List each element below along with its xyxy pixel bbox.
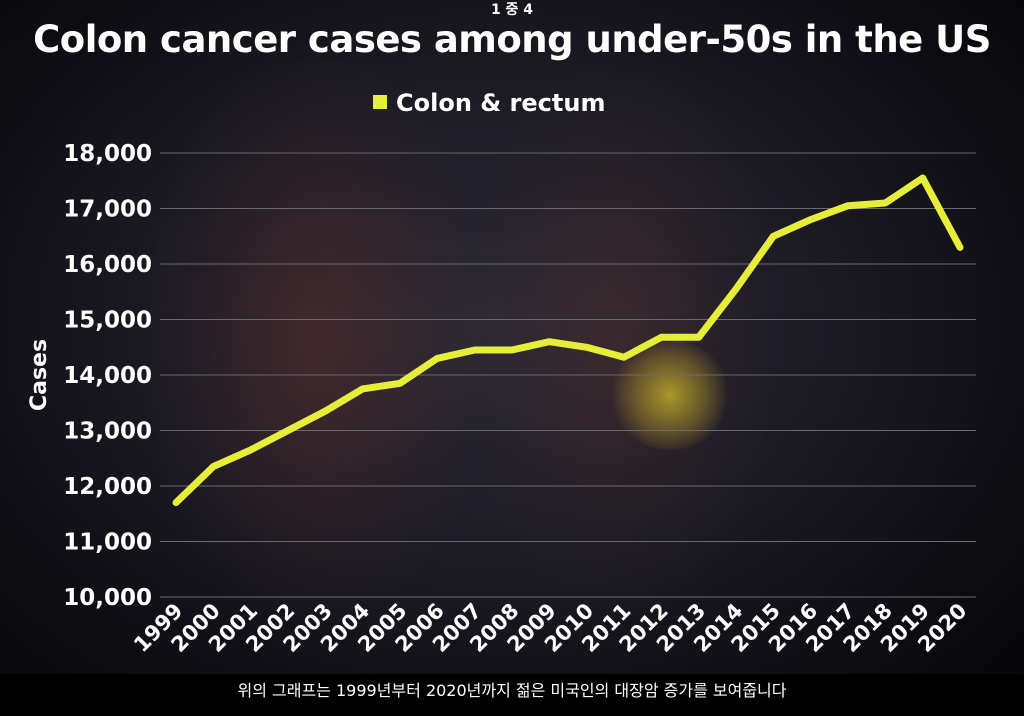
y-tick-label: 14,000 [63, 363, 152, 389]
y-tick-label: 11,000 [63, 530, 152, 556]
legend-swatch [373, 95, 387, 109]
data-point [583, 344, 590, 351]
data-point [956, 244, 964, 251]
data-point [882, 199, 889, 207]
y-axis-label: Cases [27, 339, 52, 411]
y-axis-ticks: 10,000 11,000 12,000 13,000 14,000 15,000 16,0… [63, 141, 152, 611]
data-point [434, 355, 441, 362]
data-point [695, 334, 702, 341]
y-tick-label: 16,000 [63, 252, 152, 278]
legend: Colon & rectum [373, 89, 605, 117]
chart-title: Colon cancer cases among under-50s in th… [33, 18, 991, 61]
page-indicator: 1 중 4 [490, 2, 534, 18]
y-tick-label: 13,000 [63, 419, 152, 445]
y-tick-label: 10,000 [63, 585, 152, 611]
data-point [247, 446, 254, 454]
data-point [546, 338, 553, 345]
data-point [844, 202, 852, 209]
data-point [620, 354, 628, 361]
y-tick-label: 15,000 [63, 308, 152, 334]
data-point [471, 346, 478, 354]
data-point [359, 385, 366, 393]
data-point [732, 285, 740, 293]
background-glow-right [470, 70, 770, 610]
gridlines [160, 152, 976, 598]
y-tick-label: 17,000 [63, 197, 152, 223]
x-axis-ticks: 1999200020012002200320042005200620072008… [129, 599, 971, 657]
data-point [396, 380, 404, 387]
data-point [807, 216, 814, 223]
series-colon-rectum [172, 174, 964, 507]
background-highlight [610, 340, 730, 450]
data-point [284, 427, 292, 434]
y-tick-label: 12,000 [63, 474, 152, 500]
data-point [658, 334, 665, 341]
legend-label: Colon & rectum [396, 89, 605, 117]
data-point [210, 463, 217, 470]
data-point [770, 233, 777, 240]
data-point [172, 499, 180, 506]
video-caption: 위의 그래프는 1999년부터 2020년까지 젊은 미국인의 대장암 증가를 … [0, 674, 1024, 716]
data-point [508, 346, 516, 354]
data-point [322, 407, 329, 415]
series-line [172, 174, 964, 507]
y-tick-label: 18,000 [63, 141, 152, 167]
data-point [919, 174, 926, 182]
